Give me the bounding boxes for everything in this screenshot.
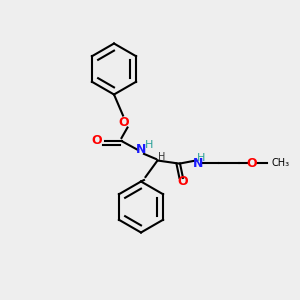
Text: CH₃: CH₃ xyxy=(272,158,290,169)
Text: H: H xyxy=(197,153,205,163)
Text: O: O xyxy=(92,134,102,148)
Text: O: O xyxy=(247,157,257,170)
Text: N: N xyxy=(193,157,203,170)
Text: N: N xyxy=(136,142,146,156)
Text: O: O xyxy=(178,175,188,188)
Text: H: H xyxy=(145,140,154,151)
Text: O: O xyxy=(118,116,129,130)
Text: H: H xyxy=(158,152,166,163)
